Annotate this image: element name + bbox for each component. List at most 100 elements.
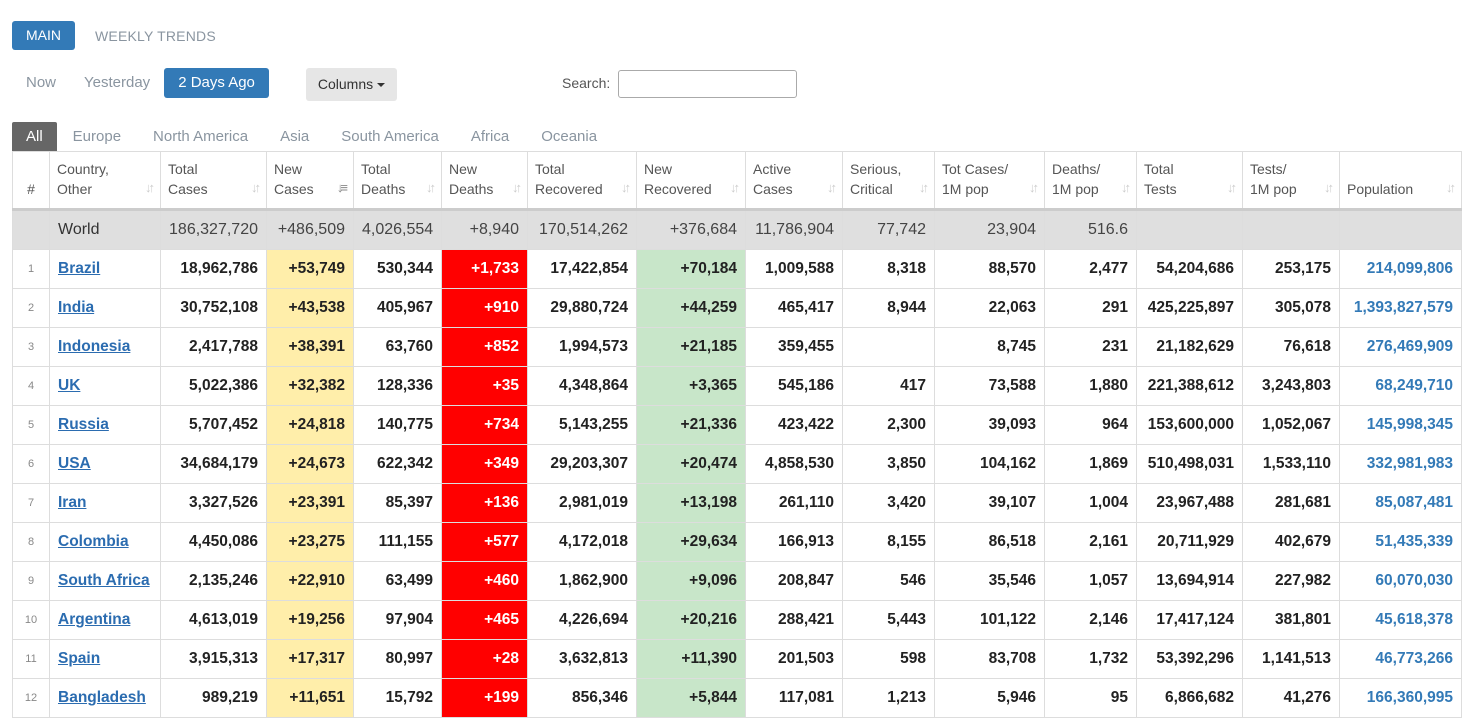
header-label: Country, [57, 161, 109, 177]
column-header-total-cases[interactable]: Total Cases ↓↑ [160, 151, 267, 211]
country-cell: Bangladesh [49, 678, 161, 718]
table-cell: 3,850 [842, 444, 935, 484]
table-cell: +22,910 [266, 561, 354, 601]
table-cell: 41,276 [1242, 678, 1340, 718]
country-link[interactable]: Argentina [58, 611, 131, 628]
column-header-new-recovered[interactable]: New Recovered ↓↑ [636, 151, 746, 211]
search-input[interactable] [618, 70, 797, 98]
day-yesterday-button[interactable]: Yesterday [84, 74, 151, 91]
sort-icon: ↓↑ [621, 180, 631, 195]
table-cell: 332,981,983 [1339, 444, 1462, 484]
day-now-button[interactable]: Now [26, 74, 57, 91]
column-header-country[interactable]: Country, Other ↓↑ [49, 151, 161, 211]
table-cell: 5,707,452 [160, 405, 267, 445]
column-header-population[interactable]: Population ↓↑ [1339, 151, 1462, 211]
region-tab-asia[interactable]: Asia [280, 128, 310, 145]
column-header-serious-critical[interactable]: Serious, Critical ↓↑ [842, 151, 935, 211]
country-cell: South Africa [49, 561, 161, 601]
region-tab-europe[interactable]: Europe [72, 128, 122, 145]
country-link[interactable]: India [58, 299, 95, 316]
rank-cell: 7 [12, 483, 50, 523]
table-cell: +376,684 [636, 209, 746, 250]
region-tabs: All Europe North America Asia South Amer… [12, 122, 613, 151]
table-cell: 39,107 [934, 483, 1045, 523]
column-header-total-recovered[interactable]: Total Recovered ↓↑ [527, 151, 637, 211]
table-cell: +28 [441, 639, 528, 679]
rank-cell: 8 [12, 522, 50, 562]
table-cell: 8,155 [842, 522, 935, 562]
day-two-days-ago-button[interactable]: 2 Days Ago [164, 68, 269, 98]
column-header-new-deaths[interactable]: New Deaths ↓↑ [441, 151, 528, 211]
country-link[interactable]: Russia [58, 416, 109, 433]
table-cell: +577 [441, 522, 528, 562]
rank-cell: 10 [12, 600, 50, 640]
table-cell: 97,904 [353, 600, 442, 640]
sort-icon: ↓↑ [1446, 180, 1456, 195]
country-link[interactable]: Indonesia [58, 338, 131, 355]
region-tab-south-america[interactable]: South America [341, 128, 439, 145]
table-cell: 166,360,995 [1339, 678, 1462, 718]
table-cell: 1,994,573 [527, 327, 637, 367]
country-link[interactable]: UK [58, 377, 81, 394]
table-cell: 23,904 [934, 209, 1045, 250]
table-cell: 261,110 [745, 483, 843, 523]
column-header-deaths-per-million[interactable]: Deaths/1M pop ↓↑ [1044, 151, 1137, 211]
country-link[interactable]: Spain [58, 650, 101, 667]
country-link[interactable]: Iran [58, 494, 87, 511]
table-cell: +460 [441, 561, 528, 601]
world-row: World 186,327,720 +486,509 4,026,554 +8,… [12, 209, 1462, 250]
table-cell: +20,216 [636, 600, 746, 640]
country-cell: USA [49, 444, 161, 484]
column-header-tests-per-million[interactable]: Tests/1M pop ↓↑ [1242, 151, 1340, 211]
table-cell: 359,455 [745, 327, 843, 367]
search-label: Search: [562, 75, 611, 91]
country-link[interactable]: Bangladesh [58, 689, 146, 706]
country-link[interactable]: South Africa [58, 572, 150, 589]
table-cell: 140,775 [353, 405, 442, 445]
table-cell: 1,141,513 [1242, 639, 1340, 679]
table-cell: 104,162 [934, 444, 1045, 484]
columns-dropdown-button[interactable]: Columns [306, 68, 397, 101]
table-row: 4 UK 5,022,386 +32,382 128,336 +35 4,348,864 +3… [12, 366, 1462, 406]
country-link[interactable]: Colombia [58, 533, 129, 550]
column-header-cases-per-million[interactable]: Tot Cases/1M pop ↓↑ [934, 151, 1045, 211]
region-tab-north-america[interactable]: North America [153, 128, 249, 145]
column-header-total-deaths[interactable]: Total Deaths ↓↑ [353, 151, 442, 211]
column-header-total-tests[interactable]: Total Tests ↓↑ [1136, 151, 1243, 211]
table-cell: +20,474 [636, 444, 746, 484]
table-cell: 516.6 [1044, 209, 1137, 250]
table-cell: 8,318 [842, 249, 935, 289]
table-cell: 3,915,313 [160, 639, 267, 679]
table-cell: +29,634 [636, 522, 746, 562]
column-header-rank[interactable]: # [12, 151, 50, 211]
table-cell: 101,122 [934, 600, 1045, 640]
table-cell: +199 [441, 678, 528, 718]
table-cell: 214,099,806 [1339, 249, 1462, 289]
header-label: Total [1144, 161, 1174, 177]
table-cell: 856,346 [527, 678, 637, 718]
table-cell [12, 209, 50, 250]
table-cell: 530,344 [353, 249, 442, 289]
table-cell: 39,093 [934, 405, 1045, 445]
column-header-new-cases[interactable]: New Cases ↓≡ [266, 151, 354, 211]
table-cell: 231 [1044, 327, 1137, 367]
table-row: 2 India 30,752,108 +43,538 405,967 +910 29,880… [12, 288, 1462, 328]
sort-icon: ↓↑ [145, 180, 155, 195]
region-tab-oceania[interactable]: Oceania [541, 128, 598, 145]
header-label: 1M pop [942, 181, 989, 197]
region-tab-africa[interactable]: Africa [470, 128, 510, 145]
table-cell: +44,259 [636, 288, 746, 328]
header-label: Active [753, 161, 792, 177]
country-link[interactable]: Brazil [58, 260, 101, 277]
table-cell: 11,786,904 [745, 209, 843, 250]
table-cell: 2,417,788 [160, 327, 267, 367]
table-cell: +24,818 [266, 405, 354, 445]
tab-main[interactable]: MAIN [12, 21, 75, 50]
column-header-active-cases[interactable]: Active Cases ↓↑ [745, 151, 843, 211]
rank-cell: 2 [12, 288, 50, 328]
tab-weekly-trends[interactable]: WEEKLY TRENDS [95, 27, 216, 44]
country-link[interactable]: USA [58, 455, 91, 472]
region-tab-all[interactable]: All [12, 122, 57, 151]
header-label: Cases [753, 181, 793, 197]
table-cell: +136 [441, 483, 528, 523]
